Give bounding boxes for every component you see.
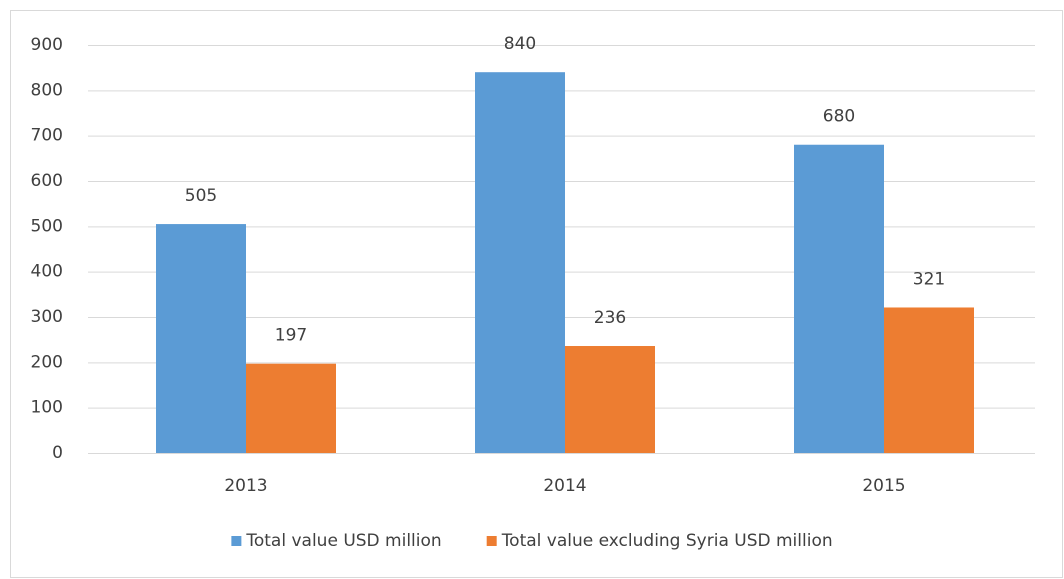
y-tick-label: 400 xyxy=(31,262,63,282)
y-tick-label: 800 xyxy=(31,80,63,100)
y-tick-label: 500 xyxy=(31,216,63,236)
x-tick-label: 2015 xyxy=(862,476,905,496)
legend-swatch xyxy=(486,536,497,546)
data-label: 236 xyxy=(594,308,626,328)
data-label: 197 xyxy=(275,326,307,346)
bar xyxy=(475,72,565,453)
x-tick-label: 2014 xyxy=(543,476,586,496)
data-label: 505 xyxy=(185,186,217,206)
data-label: 321 xyxy=(913,269,945,289)
legend-swatch xyxy=(231,536,242,546)
bar xyxy=(156,224,246,453)
y-tick-label: 600 xyxy=(31,171,63,191)
y-tick-label: 200 xyxy=(31,352,63,372)
x-tick-label: 2013 xyxy=(224,476,267,496)
y-tick-label: 0 xyxy=(52,443,63,463)
data-label: 680 xyxy=(823,107,855,127)
y-tick-label: 900 xyxy=(31,35,63,55)
legend-label: Total value USD million xyxy=(245,531,441,551)
y-tick-label: 300 xyxy=(31,307,63,327)
data-label: 840 xyxy=(504,34,536,54)
bar xyxy=(565,346,655,453)
y-tick-label: 100 xyxy=(31,398,63,418)
bar xyxy=(884,307,974,453)
bar xyxy=(794,144,884,453)
legend-label: Total value excluding Syria USD million xyxy=(501,531,833,551)
bar xyxy=(246,363,336,453)
y-tick-label: 700 xyxy=(31,126,63,146)
